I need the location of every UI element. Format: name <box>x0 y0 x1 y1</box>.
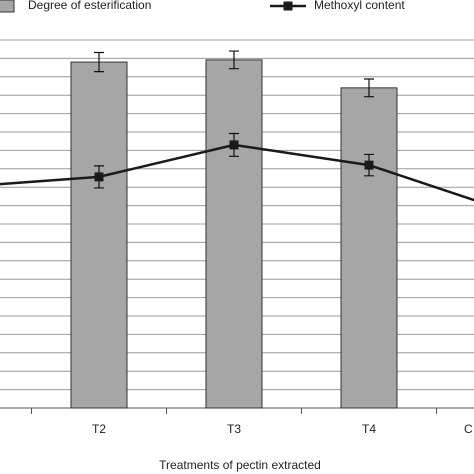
error-bar <box>94 51 104 73</box>
x-tick-label: T4 <box>362 422 376 436</box>
error-bar <box>364 78 374 98</box>
x-tick-label: C <box>464 422 473 436</box>
legend-label: Degree of esterification <box>28 0 151 12</box>
legend-swatch <box>283 1 293 11</box>
x-tick-label: T2 <box>92 422 106 436</box>
marker <box>94 172 104 182</box>
x-axis-title: Treatments of pectin extracted <box>159 458 321 472</box>
bar <box>205 59 263 409</box>
legend-label: Methoxyl content <box>314 0 405 12</box>
bar <box>70 61 128 409</box>
legend-swatch <box>0 0 15 13</box>
marker <box>364 160 374 170</box>
bar <box>340 87 398 409</box>
x-tick-label: T3 <box>227 422 241 436</box>
marker <box>229 140 239 150</box>
error-bar <box>229 50 239 70</box>
